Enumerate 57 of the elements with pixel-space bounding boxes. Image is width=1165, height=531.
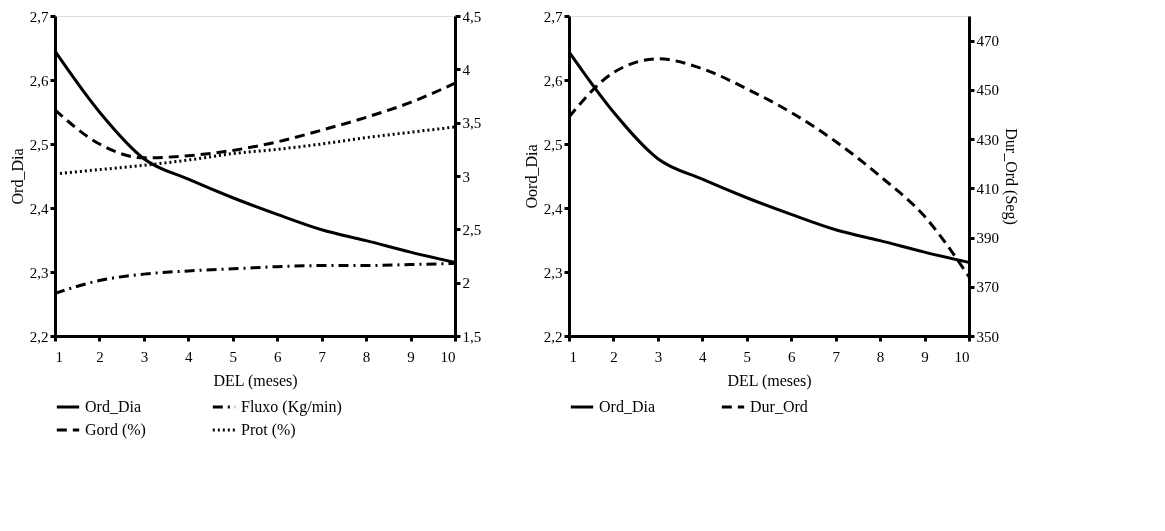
y-tick-label: 2,7 — [543, 8, 563, 25]
x-tick-label: 9 — [921, 348, 929, 365]
x-tick-label: 6 — [787, 348, 796, 365]
y2-tick-label: 410 — [976, 180, 999, 197]
legend-label: Fluxo (Kg/min) — [241, 398, 342, 416]
y2-axis-title: Dur_Ord (Seg) — [1002, 128, 1020, 225]
x-tick-label: 8 — [876, 348, 885, 365]
y2-tick-label: 370 — [976, 279, 999, 296]
y2-tick-label: 350 — [976, 328, 999, 345]
x-tick-label: 3 — [140, 348, 149, 365]
y-tick-label: 2,6 — [29, 72, 49, 89]
y2-tick-label: 2 — [462, 275, 470, 292]
y2-tick-label: 4 — [462, 61, 471, 78]
y2-tick-label: 450 — [976, 82, 999, 99]
x-tick-label: 4 — [699, 348, 708, 365]
x-tick-label: 4 — [185, 348, 194, 365]
x-tick-label: 1 — [55, 348, 63, 365]
y-tick-label: 2,2 — [29, 328, 49, 345]
legend-label: Gord (%) — [85, 421, 146, 439]
x-tick-label: 7 — [318, 348, 327, 365]
y2-tick-label: 430 — [976, 131, 999, 148]
x-tick-label: 5 — [229, 348, 238, 365]
y2-tick-label: 390 — [976, 230, 999, 247]
y-tick-label: 2,3 — [29, 264, 49, 281]
y-tick-label: 2,5 — [29, 136, 49, 153]
x-tick-label: 6 — [273, 348, 282, 365]
x-axis-title: DEL (meses) — [727, 371, 812, 390]
x-tick-label: 5 — [743, 348, 752, 365]
y2-tick-label: 4,5 — [462, 8, 482, 25]
legend-label: Prot (%) — [241, 421, 296, 439]
y2-tick-label: 3,5 — [462, 115, 482, 132]
y2-tick-label: 3 — [462, 168, 470, 185]
x-tick-label: 9 — [407, 348, 415, 365]
y-tick-label: 2,4 — [29, 200, 49, 217]
y-tick-label: 2,5 — [543, 136, 563, 153]
legend-label: Ord_Dia — [599, 398, 655, 415]
y2-tick-label: 470 — [976, 33, 999, 50]
y-tick-label: 2,4 — [543, 200, 563, 217]
x-tick-label: 3 — [654, 348, 663, 365]
y-tick-label: 2,2 — [543, 328, 563, 345]
x-tick-label: 2 — [610, 348, 618, 365]
x-tick-label: 7 — [832, 348, 841, 365]
legend-label: Dur_Ord — [750, 398, 808, 415]
y-tick-label: 2,3 — [543, 264, 563, 281]
x-axis-title: DEL (meses) — [213, 371, 298, 390]
x-tick-label: 10 — [954, 348, 970, 365]
x-tick-label: 2 — [96, 348, 104, 365]
x-tick-label: 10 — [440, 348, 456, 365]
legend-label: Ord_Dia — [85, 398, 141, 415]
y-tick-label: 2,6 — [543, 72, 563, 89]
y-tick-label: 2,7 — [29, 8, 49, 25]
x-tick-label: 8 — [362, 348, 371, 365]
y-axis-title: Oord_Dia — [522, 144, 540, 209]
y2-tick-label: 2,5 — [462, 221, 482, 238]
y-axis-title: Ord_Dia — [8, 148, 26, 205]
y2-tick-label: 1,5 — [462, 328, 482, 345]
x-tick-label: 1 — [569, 348, 577, 365]
